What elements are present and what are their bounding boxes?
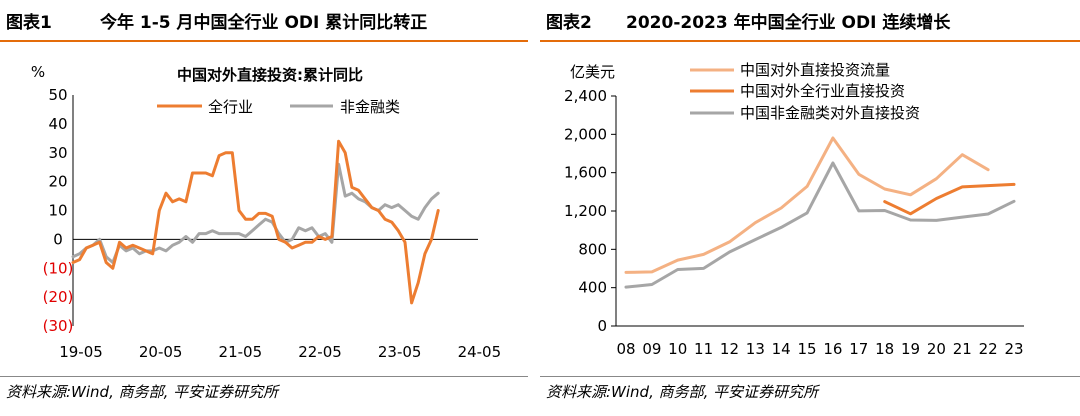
right-x-tick-label: 10 <box>668 340 687 358</box>
left-x-tick-label: 21-05 <box>219 343 263 361</box>
right-x-tick-label: 11 <box>694 340 713 358</box>
right-x-tick-label: 22 <box>979 340 998 358</box>
left-y-tick-label: 50 <box>48 86 67 104</box>
left-y-tick-label: (10) <box>43 259 74 277</box>
left-y-tick-label: (30) <box>43 317 74 335</box>
right-y-axis-unit: 亿美元 <box>570 63 615 81</box>
left-y-tick-label: 40 <box>48 115 67 133</box>
left-legend-label-non-financial: 非金融类 <box>340 98 400 116</box>
left-y-tick-label: 10 <box>48 202 67 220</box>
right-figure-title: 2020-2023 年中国全行业 ODI 连续增长 <box>626 13 951 33</box>
left-legend-label-all-industry: 全行业 <box>208 98 253 116</box>
left-y-tick-label: 30 <box>48 144 67 162</box>
right-x-tick-label: 13 <box>746 340 765 358</box>
left-figure-panel: 图表1 今年 1-5 月中国全行业 ODI 累计同比转正 50 40 30 20 10 0… <box>0 0 528 416</box>
right-x-tick-label: 18 <box>875 340 894 358</box>
right-figure-header: 图表2 2020-2023 年中国全行业 ODI 连续增长 <box>540 6 1080 40</box>
right-x-tick-label: 08 <box>616 340 635 358</box>
left-footer-rule <box>0 376 528 377</box>
left-x-tick-label: 24-05 <box>458 343 502 361</box>
right-y-tick-label: 0 <box>597 317 607 335</box>
right-x-tick-label: 23 <box>1004 340 1023 358</box>
left-chart: 50 40 30 20 10 0 (10) (20) (30) 19-05 20-05 21-05 22… <box>31 63 502 361</box>
right-series-flow-line <box>624 136 990 274</box>
left-y-tick-label: 0 <box>53 230 63 248</box>
left-x-tick-label: 19-05 <box>59 343 103 361</box>
left-y-axis-unit: % <box>31 63 45 81</box>
left-y-tick-label: (20) <box>43 288 74 306</box>
right-figure-label: 图表2 <box>546 13 592 33</box>
right-x-tick-label: 09 <box>642 340 661 358</box>
right-x-tick-label: 15 <box>798 340 817 358</box>
right-chart: 0 400 800 1,200 1,600 2,000 2,400 08 09 10 11 12 13 1… <box>564 61 1024 358</box>
right-y-tick-label: 800 <box>578 240 607 258</box>
right-x-tick-label: 12 <box>720 340 739 358</box>
right-x-tick-label: 21 <box>953 340 972 358</box>
right-legend-non-financial-label: 中国非金融类对外直接投资 <box>740 104 920 122</box>
left-y-tick-label: 20 <box>48 173 67 191</box>
left-chart-title: 中国对外直接投资:累计同比 <box>177 66 363 84</box>
right-y-tick-label: 2,000 <box>564 125 607 143</box>
left-header-rule <box>0 40 528 42</box>
right-y-tick-label: 1,600 <box>564 164 607 182</box>
right-legend-all-industry-label: 中国对外全行业直接投资 <box>740 82 905 100</box>
right-x-tick-label: 20 <box>927 340 946 358</box>
right-x-tick-label: 14 <box>772 340 791 358</box>
left-source-note: 资料来源:Wind, 商务部, 平安证券研究所 <box>6 383 279 401</box>
left-figure-title: 今年 1-5 月中国全行业 ODI 累计同比转正 <box>100 13 428 33</box>
right-x-tick-label: 19 <box>901 340 920 358</box>
right-footer-rule <box>540 376 1080 377</box>
right-y-tick-label: 2,400 <box>564 87 607 105</box>
right-series-non-financial-line <box>624 161 1016 289</box>
right-legend-flow-label: 中国对外直接投资流量 <box>740 61 890 79</box>
right-series-all-industry-line <box>883 182 1016 216</box>
right-y-tick-label: 1,200 <box>564 202 607 220</box>
right-source-note: 资料来源:Wind, 商务部, 平安证券研究所 <box>546 383 819 401</box>
right-y-tick-label: 400 <box>578 279 607 297</box>
left-x-tick-label: 22-05 <box>298 343 342 361</box>
left-x-tick-label: 20-05 <box>139 343 183 361</box>
right-figure-panel: 图表2 2020-2023 年中国全行业 ODI 连续增长 0 400 800 1,2… <box>540 0 1080 416</box>
left-figure-label: 图表1 <box>6 13 52 33</box>
right-header-rule <box>540 40 1080 42</box>
left-figure-header: 图表1 今年 1-5 月中国全行业 ODI 累计同比转正 <box>0 6 528 40</box>
right-x-tick-label: 16 <box>823 340 842 358</box>
right-x-tick-label: 17 <box>849 340 868 358</box>
left-x-tick-label: 23-05 <box>378 343 422 361</box>
left-series-all-industry-line <box>71 139 440 305</box>
